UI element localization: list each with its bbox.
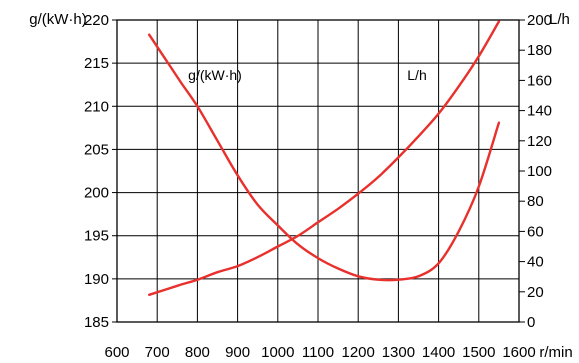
left-tick-label: 185 — [84, 314, 109, 331]
x-tick-label: 1200 — [342, 344, 375, 361]
right-tick-label: 160 — [527, 72, 552, 89]
left-tick-label: 210 — [84, 98, 109, 115]
right-tick-label: 180 — [527, 42, 552, 59]
right-tick-label: 60 — [527, 223, 544, 240]
x-tick-label: 1000 — [261, 344, 294, 361]
series-line-hourly-fuel — [148, 20, 501, 296]
right-tick-label: 140 — [527, 103, 552, 120]
grid — [116, 19, 520, 323]
left-tick-label: 190 — [84, 271, 109, 288]
left-tick-label: 195 — [84, 228, 109, 245]
right-tick-label: 200 — [527, 12, 552, 29]
x-tick-label: 800 — [185, 344, 210, 361]
x-axis-ticks: 600 700 800 900 1000 1100 1200 1300 1400 1500 1600 — [104, 344, 535, 361]
right-axis-ticks: 0 20 40 60 80 100 120 140 160 180 200 — [519, 12, 552, 331]
x-tick-label: 700 — [145, 344, 170, 361]
right-tick-label: 0 — [527, 314, 535, 331]
annotation-hourly-fuel: L/h — [407, 67, 426, 83]
x-tick-label: 1600 — [502, 344, 535, 361]
left-tick-label: 205 — [84, 141, 109, 158]
x-tick-label: 1100 — [302, 344, 334, 361]
x-tick-label: 1500 — [462, 344, 495, 361]
series-line-specific-fuel — [148, 33, 501, 282]
right-tick-label: 40 — [527, 254, 544, 271]
right-tick-label: 120 — [527, 133, 552, 150]
x-tick-label: 900 — [225, 344, 250, 361]
left-axis-ticks: 185 190 195 200 205 210 215 220 — [84, 12, 117, 331]
x-tick-label: 1300 — [382, 344, 415, 361]
left-tick-label: 200 — [84, 185, 109, 202]
right-tick-label: 20 — [527, 284, 544, 301]
right-axis-label: L/h — [549, 11, 570, 28]
left-tick-label: 220 — [84, 12, 109, 29]
x-axis-label: r/min — [539, 344, 572, 361]
annotation-specific-fuel: g/(kW·h) — [188, 67, 242, 83]
left-tick-label: 215 — [84, 55, 109, 72]
right-tick-label: 80 — [527, 193, 544, 210]
left-axis-label: g/(kW·h) — [29, 11, 87, 28]
x-tick-label: 600 — [104, 344, 129, 361]
x-tick-label: 1400 — [422, 344, 455, 361]
right-tick-label: 100 — [527, 163, 552, 180]
series-curves — [148, 20, 501, 296]
